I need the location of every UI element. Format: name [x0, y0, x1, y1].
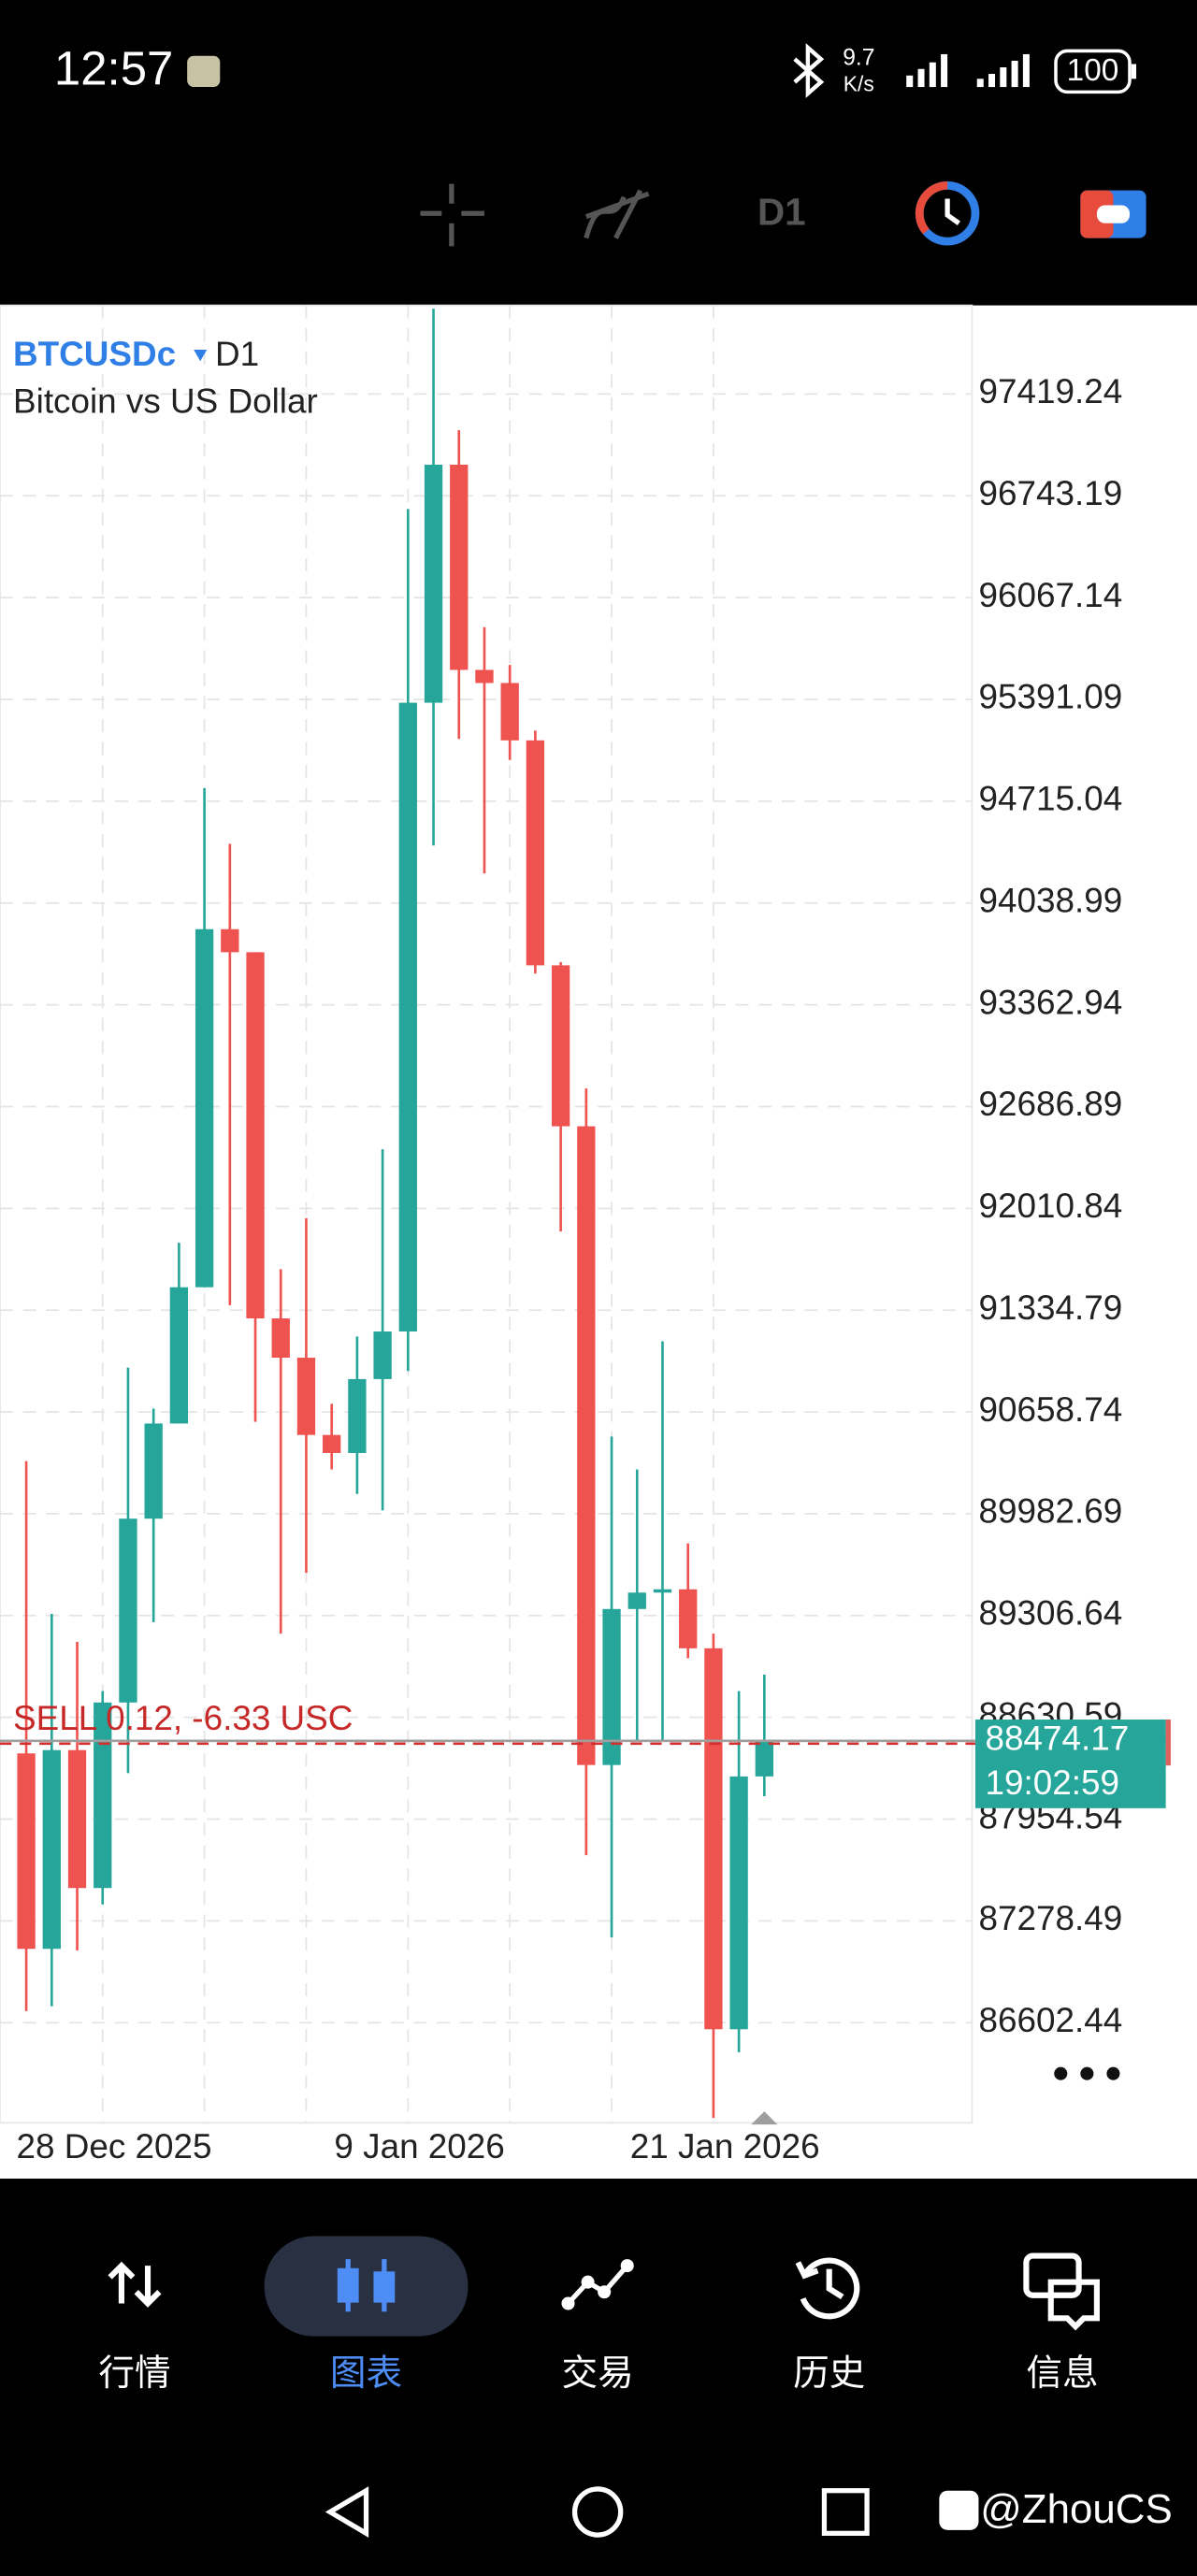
candle-body — [42, 1749, 61, 1950]
x-tick-label: 28 Dec 2025 — [17, 2127, 212, 2166]
y-tick-label: 89982.69 — [978, 1492, 1122, 1531]
position-label: SELL 0.12, -6.33 USC — [13, 1699, 353, 1737]
candles — [17, 309, 773, 2119]
candle-body — [500, 683, 519, 741]
battery-level: 100 — [1067, 53, 1119, 88]
watermark-logo — [939, 2490, 979, 2530]
candle-body — [475, 669, 494, 684]
countdown: 19:02:59 — [985, 1763, 1118, 1802]
x-tick-label: 9 Jan 2026 — [334, 2127, 504, 2166]
top-background — [0, 0, 1197, 306]
y-tick-label: 93362.94 — [978, 983, 1122, 1021]
net-speed-unit: K/s — [844, 71, 874, 95]
candle-body — [653, 1589, 672, 1593]
y-tick-label: 90658.74 — [978, 1390, 1122, 1429]
back-button[interactable] — [324, 2486, 369, 2538]
candle-body — [398, 702, 417, 1332]
candle-body — [195, 928, 214, 1288]
trade-icon-dots — [561, 2259, 634, 2310]
candle-body — [755, 1740, 773, 1777]
grid: 97419.24 96743.19 96067.14 95391.09 94715.04… — [0, 305, 1122, 2166]
trade-icon — [566, 2264, 629, 2306]
candle-body — [271, 1318, 290, 1359]
x-tick-label: 21 Jan 2026 — [630, 2127, 820, 2166]
scroll-marker — [751, 2111, 778, 2125]
y-tick-label: 94038.99 — [978, 881, 1122, 919]
status-time: 12:57 — [54, 42, 173, 95]
indicator-button[interactable] — [584, 189, 650, 239]
nav-label[interactable]: 信息 — [1026, 2353, 1098, 2394]
nav-label[interactable]: 图表 — [330, 2353, 402, 2394]
quotes-icon — [108, 2261, 162, 2308]
recents-button[interactable] — [821, 2488, 870, 2536]
net-speed: 9.7 — [843, 46, 874, 71]
candle-body — [296, 1358, 316, 1435]
chart-timeframe: D1 — [215, 335, 259, 373]
candle-body — [144, 1423, 163, 1519]
current-price-box — [974, 1720, 1166, 1808]
candle-body — [373, 1331, 392, 1379]
y-tick-label: 89306.64 — [978, 1594, 1122, 1633]
candle-body — [424, 464, 443, 703]
candle-body — [704, 1648, 723, 2030]
candle-body — [246, 952, 265, 1319]
chart-icon — [337, 2259, 396, 2312]
candle-body — [94, 1702, 112, 1889]
home-button[interactable] — [571, 2486, 624, 2538]
current-price-tag — [1165, 1720, 1171, 1766]
nav-labels: 行情 图表 交易 历史 信息 — [98, 2353, 1098, 2394]
history-icon — [795, 2257, 860, 2320]
candle-body — [627, 1592, 646, 1609]
y-tick-label: 96067.14 — [978, 576, 1122, 614]
messages-icon — [1023, 2252, 1100, 2331]
y-tick-label: 86602.44 — [978, 2001, 1122, 2039]
candle-body — [729, 1776, 748, 2030]
battery-icon — [1054, 49, 1132, 94]
candle-body — [679, 1589, 698, 1648]
symbol-description: Bitcoin vs US Dollar — [13, 382, 318, 421]
candle-body — [602, 1608, 621, 1765]
candle-body — [67, 1749, 87, 1889]
more-button[interactable] — [1054, 2066, 1120, 2080]
nav-label[interactable]: 历史 — [793, 2353, 865, 2394]
y-tick-label: 94715.04 — [978, 780, 1122, 818]
y-tick-label: 95391.09 — [978, 678, 1122, 716]
candle-body — [323, 1434, 341, 1453]
y-tick-label: 87278.49 — [978, 1899, 1122, 1937]
y-tick-label: 96743.19 — [978, 474, 1122, 512]
notification-icon — [187, 55, 221, 88]
candle-body — [577, 1126, 596, 1765]
candle-body — [348, 1378, 367, 1453]
clock-button[interactable] — [915, 181, 980, 246]
nav-active-pill — [264, 2236, 469, 2337]
y-tick-label: 92010.84 — [978, 1187, 1122, 1225]
overlay: SELL 0.12, -6.33 USC 88474.17 19:02:59 — [0, 1699, 1171, 2125]
current-price-label: 88474.17 — [985, 1720, 1129, 1758]
candle-body — [526, 740, 545, 966]
candle-body — [221, 928, 239, 953]
candle-body — [169, 1287, 189, 1424]
battery-tip — [1131, 64, 1137, 79]
signal-icon — [906, 53, 1030, 88]
y-tick-label: 91334.79 — [978, 1288, 1122, 1327]
watermark: @ZhouCS — [980, 2486, 1172, 2532]
y-tick-label: 97419.24 — [978, 372, 1122, 410]
crosshair-button[interactable] — [420, 183, 484, 247]
bottom-background — [0, 2179, 1197, 2576]
plot-frame — [0, 304, 973, 2124]
nav-label[interactable]: 行情 — [98, 2353, 170, 2394]
nav-label[interactable]: 交易 — [562, 2353, 634, 2394]
candle-body — [119, 1518, 137, 1703]
bluetooth-icon — [793, 43, 825, 98]
candle-body — [551, 965, 570, 1127]
candle-body — [450, 464, 469, 670]
candle-body — [17, 1753, 36, 1950]
trade-toggle-button[interactable] — [1080, 190, 1147, 238]
nav-icons — [108, 2252, 1100, 2331]
symbol-dropdown[interactable] — [194, 350, 208, 362]
timeframe-button[interactable]: D1 — [757, 191, 806, 234]
symbol[interactable]: BTCUSDc — [13, 335, 176, 373]
y-tick-label: 92686.89 — [978, 1085, 1122, 1123]
